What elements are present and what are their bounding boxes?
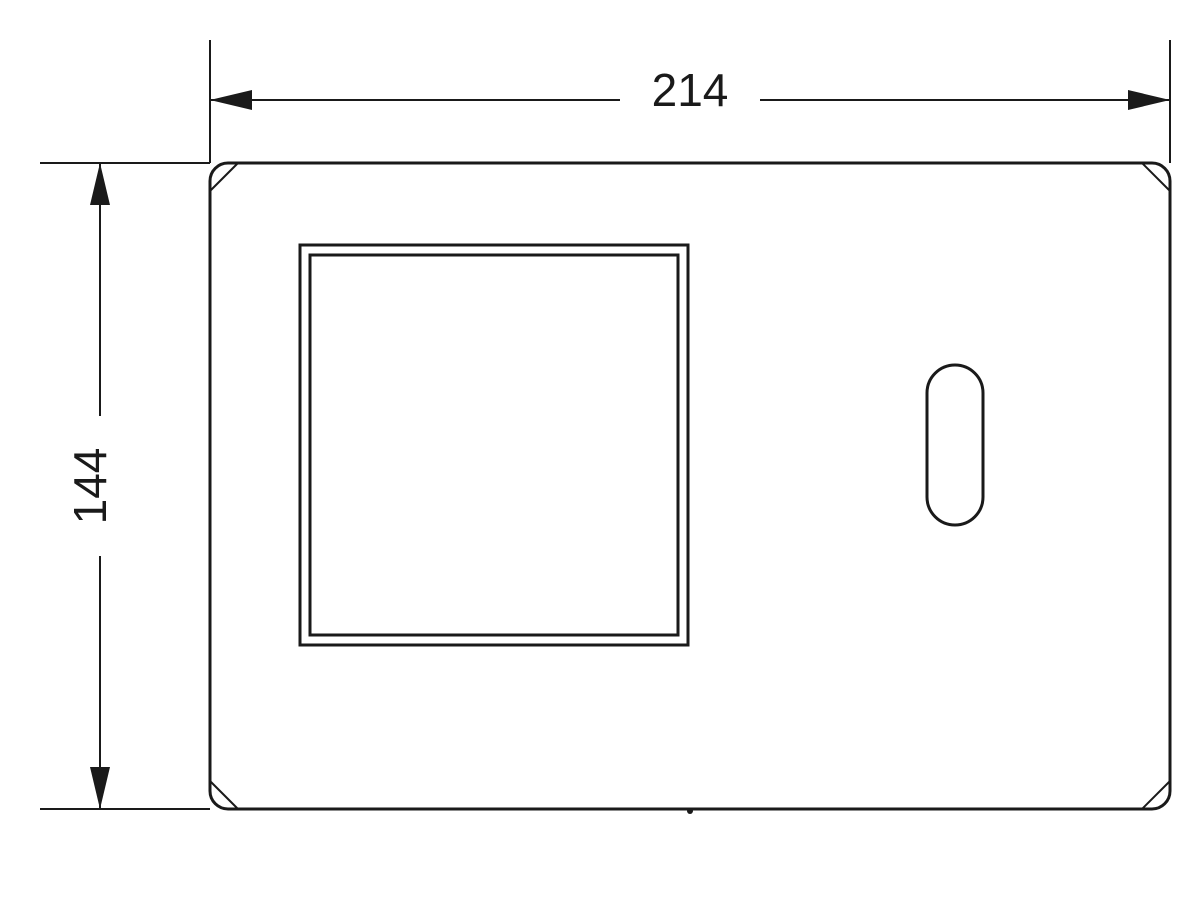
- dimension-height-value: 144: [64, 448, 116, 525]
- inner-window: [300, 245, 688, 645]
- bottom-mark: [687, 808, 693, 814]
- dimension-height: 144: [40, 163, 210, 809]
- plate-outline: [210, 163, 1170, 809]
- slot-opening: [927, 365, 983, 525]
- dimension-width: 214: [210, 40, 1170, 163]
- arrowhead-up-icon: [90, 163, 110, 205]
- arrowhead-down-icon: [90, 767, 110, 809]
- arrowhead-left-icon: [210, 90, 252, 110]
- dimensioned-drawing: 214 144: [0, 0, 1200, 900]
- arrowhead-right-icon: [1128, 90, 1170, 110]
- dimension-width-value: 214: [652, 64, 729, 116]
